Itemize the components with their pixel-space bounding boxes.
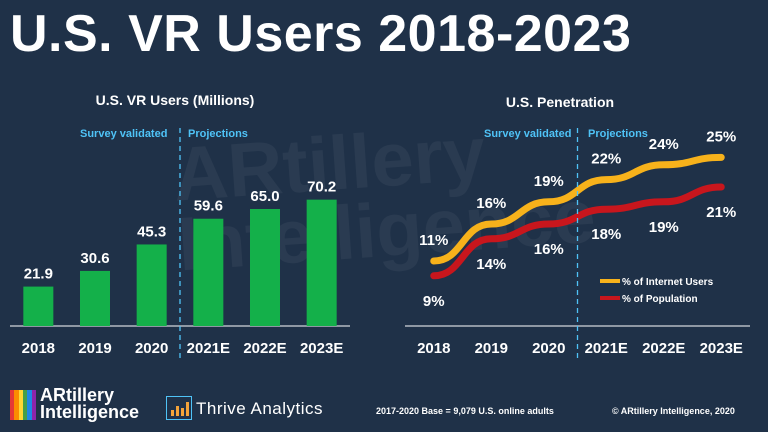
line-x-tick-label: 2020 — [532, 340, 565, 357]
bar-2020 — [136, 244, 167, 326]
bar-annotation-survey: Survey validated — [80, 128, 168, 140]
bar-chart-title: U.S. VR Users (Millions) — [95, 92, 255, 108]
bar-x-tick-label: 2022E — [243, 340, 286, 357]
line-data-label: 25% — [706, 128, 736, 145]
bar-2022E — [250, 209, 280, 326]
bar-2018 — [23, 286, 54, 326]
bar-annotation-projections: Projections — [188, 128, 248, 140]
bar-2023E — [306, 199, 337, 326]
bar-value-label: 70.2 — [307, 179, 336, 196]
line-x-tick-label: 2019 — [475, 340, 508, 357]
line-data-label: 14% — [476, 256, 506, 273]
line-x-tick-label: 2023E — [700, 340, 743, 357]
line-series-population — [430, 183, 725, 280]
line-annotation-projections: Projections — [588, 128, 648, 140]
bar-value-label: 59.6 — [194, 198, 223, 215]
base-note: 2017-2020 Base = 9,079 U.S. online adult… — [376, 406, 554, 416]
line-data-label: 21% — [706, 204, 736, 221]
bar-value-label: 21.9 — [24, 266, 53, 283]
line-data-label: 19% — [649, 219, 679, 236]
bar-value-label: 65.0 — [250, 188, 279, 205]
artillery-logo-icon — [10, 390, 36, 420]
line-annotation-survey: Survey validated — [484, 128, 572, 140]
line-x-tick-label: 2022E — [642, 340, 685, 357]
line-chart-title: U.S. Penetration — [505, 94, 615, 110]
line-data-label: 11% — [419, 232, 448, 249]
bar-value-label: 30.6 — [80, 250, 109, 267]
line-data-label: 9% — [423, 293, 445, 310]
artillery-logo: ARtillery Intelligence — [10, 385, 160, 422]
line-x-tick-label: 2018 — [417, 340, 450, 357]
bar-2021E — [193, 218, 224, 326]
line-data-label: 16% — [534, 241, 564, 258]
bar-chart-icon — [166, 396, 192, 420]
page-title: U.S. VR Users 2018-2023 — [10, 5, 632, 63]
bar-x-tick-label: 2020 — [135, 340, 168, 357]
thrive-logo-text: Thrive Analytics — [196, 399, 324, 418]
bar-x-tick-label: 2018 — [22, 340, 55, 357]
bar-x-tick-label: 2021E — [187, 340, 230, 357]
legend-label: % of Internet Users — [622, 277, 714, 288]
line-series-internet-users — [430, 153, 725, 265]
artillery-logo-line1: ARtillery — [40, 385, 115, 405]
bar-x-tick-label: 2019 — [78, 340, 111, 357]
line-data-label: 19% — [534, 173, 564, 190]
artillery-logo-line2: Intelligence — [40, 402, 140, 422]
line-data-label: 18% — [591, 226, 621, 243]
line-data-label: 22% — [591, 151, 621, 168]
copyright: © ARtillery Intelligence, 2020 — [612, 406, 735, 416]
line-x-tick-label: 2021E — [585, 340, 628, 357]
bar-value-label: 45.3 — [137, 223, 166, 240]
legend-label: % of Population — [622, 294, 698, 305]
line-data-label: 16% — [476, 195, 506, 212]
line-data-label: 24% — [649, 136, 679, 153]
bar-x-tick-label: 2023E — [300, 340, 343, 357]
bar-2019 — [80, 270, 110, 326]
